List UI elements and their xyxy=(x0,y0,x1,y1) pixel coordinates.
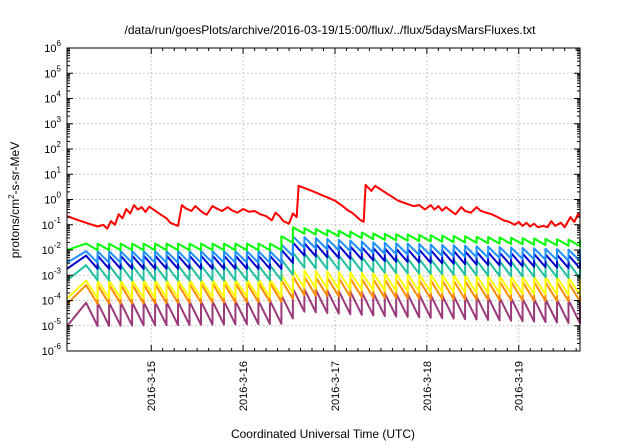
y-tick-label: 100 xyxy=(44,191,61,207)
y-axis-label: protons/cm2-s-sr-MeV xyxy=(7,142,22,258)
y-tick-label: 105 xyxy=(44,64,61,80)
y-tick-label: 10-6 xyxy=(42,342,62,358)
y-tick-exponent: 6 xyxy=(57,39,62,48)
y-tick-base: 10 xyxy=(44,195,56,207)
y-axis-label-exponent: 2 xyxy=(7,194,16,199)
y-tick-base: 10 xyxy=(44,43,56,55)
y-tick-exponent: -6 xyxy=(54,342,62,351)
y-tick-label: 101 xyxy=(44,165,61,181)
y-tick-label: 10-2 xyxy=(42,241,62,257)
series-line xyxy=(66,251,581,282)
series-group xyxy=(66,183,581,327)
y-tick-exponent: -1 xyxy=(54,216,62,225)
series-line xyxy=(66,287,581,327)
x-tick-label: 2016-3-16 xyxy=(238,361,250,411)
y-tick-label: 10-3 xyxy=(42,266,62,282)
y-tick-label: 10-5 xyxy=(42,317,62,333)
y-tick-exponent: -3 xyxy=(54,266,62,275)
y-axis: 10-610-510-410-310-210-11001011021031041… xyxy=(42,39,580,358)
x-tick-label: 2016-3-17 xyxy=(330,361,342,411)
x-tick-label: 2016-3-15 xyxy=(146,361,158,411)
series-line xyxy=(66,183,581,230)
y-tick-exponent: 4 xyxy=(57,90,62,99)
y-tick-base: 10 xyxy=(42,296,54,308)
series-line xyxy=(66,235,581,264)
y-tick-exponent: -4 xyxy=(54,292,62,301)
y-tick-label: 10-1 xyxy=(42,216,62,232)
grid-lines xyxy=(67,48,580,351)
y-tick-base: 10 xyxy=(44,169,56,181)
x-tick-label: 2016-3-19 xyxy=(514,361,526,411)
y-tick-base: 10 xyxy=(42,270,54,282)
y-tick-base: 10 xyxy=(42,321,54,333)
y-tick-exponent: 0 xyxy=(57,191,62,200)
y-tick-exponent: 2 xyxy=(57,140,62,149)
y-tick-exponent: 3 xyxy=(57,115,62,124)
y-tick-label: 102 xyxy=(44,140,61,156)
series-line xyxy=(66,226,581,252)
y-axis-label-prefix: protons/cm xyxy=(8,199,22,258)
chart-title: /data/run/goesPlots/archive/2016-03-19/1… xyxy=(125,23,537,37)
x-tick-label: 2016-3-18 xyxy=(422,361,434,411)
y-tick-label: 103 xyxy=(44,115,61,131)
y-tick-exponent: 1 xyxy=(57,165,62,174)
y-tick-exponent: -2 xyxy=(54,241,62,250)
series-line xyxy=(66,269,581,300)
y-tick-base: 10 xyxy=(44,144,56,156)
y-tick-base: 10 xyxy=(44,119,56,131)
y-tick-label: 106 xyxy=(44,39,61,55)
y-tick-base: 10 xyxy=(44,68,56,80)
y-axis-label-suffix: -s-sr-MeV xyxy=(8,142,22,195)
y-tick-label: 104 xyxy=(44,90,61,106)
y-tick-base: 10 xyxy=(42,346,54,358)
y-tick-base: 10 xyxy=(42,220,54,232)
y-tick-label: 10-4 xyxy=(42,292,62,308)
y-tick-exponent: -5 xyxy=(54,317,62,326)
x-axis-label: Coordinated Universal Time (UTC) xyxy=(231,427,415,441)
y-tick-base: 10 xyxy=(44,94,56,106)
x-axis: 2016-3-15 2016-3-16 2016-3-17 2016-3-18 2016… xyxy=(146,48,577,411)
y-tick-exponent: 5 xyxy=(57,64,62,73)
y-tick-base: 10 xyxy=(42,245,54,257)
